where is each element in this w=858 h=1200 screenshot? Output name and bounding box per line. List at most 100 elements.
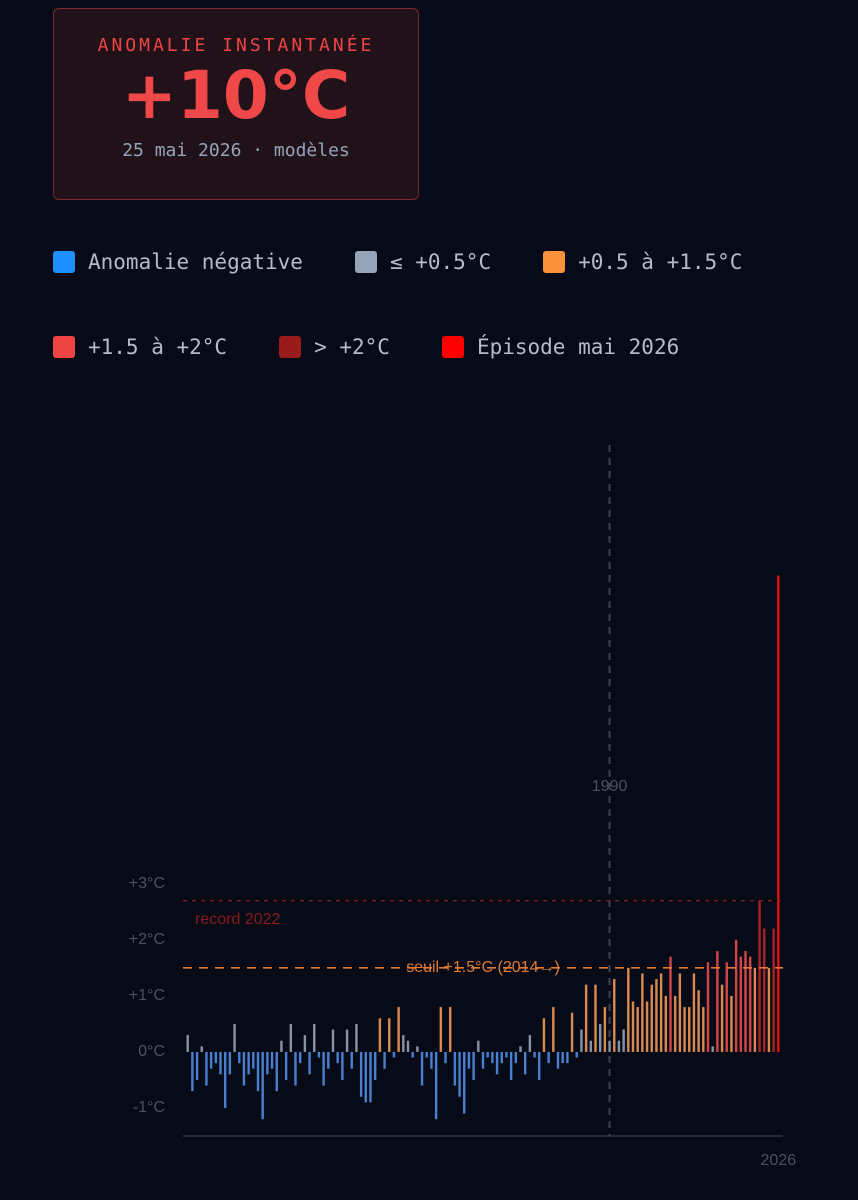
bar xyxy=(763,928,766,1052)
legend-item: +1.5 à +2°C xyxy=(53,325,227,369)
bar xyxy=(355,1023,358,1052)
y-tick-label: +2°C xyxy=(129,931,165,948)
legend-swatch xyxy=(543,251,566,273)
bar xyxy=(608,1040,611,1052)
x-tick-label: 2026 xyxy=(761,1152,797,1169)
legend-item: +0.5 à +1.5°C xyxy=(543,240,742,284)
bar xyxy=(294,1051,297,1086)
bar xyxy=(463,1051,466,1114)
bar xyxy=(284,1051,288,1080)
legend-label: Épisode mai 2026 xyxy=(476,335,680,359)
bar xyxy=(495,1051,499,1075)
bar xyxy=(233,1023,236,1052)
bar xyxy=(523,1051,527,1075)
bar xyxy=(519,1046,522,1052)
bar xyxy=(392,1051,396,1058)
bar xyxy=(481,1051,485,1069)
bar xyxy=(200,1046,203,1052)
bar xyxy=(509,1051,513,1080)
bar xyxy=(772,928,775,1052)
bar xyxy=(734,939,738,1052)
bar xyxy=(730,995,733,1052)
x-tick-label: 1990 xyxy=(592,778,628,795)
bar xyxy=(303,1035,307,1052)
bar xyxy=(556,1051,560,1069)
bar xyxy=(186,1035,189,1052)
bar xyxy=(369,1051,372,1103)
bar xyxy=(777,575,780,1052)
bar xyxy=(514,1051,518,1064)
bar xyxy=(430,1051,433,1069)
bar xyxy=(580,1029,583,1052)
bar xyxy=(589,1040,593,1052)
bar xyxy=(659,973,663,1052)
bar xyxy=(345,1029,349,1052)
bar xyxy=(373,1051,377,1080)
legend-item: > +2°C xyxy=(279,325,390,369)
bar xyxy=(584,984,588,1052)
bar xyxy=(711,1046,714,1052)
bar xyxy=(350,1051,353,1069)
bar xyxy=(720,984,724,1052)
bar xyxy=(228,1051,232,1075)
bar xyxy=(542,1018,546,1052)
bar xyxy=(425,1051,428,1058)
legend-item: Épisode mai 2026 xyxy=(441,325,680,369)
bar xyxy=(397,1007,400,1052)
bar xyxy=(247,1051,250,1075)
bar xyxy=(420,1051,424,1086)
bar xyxy=(575,1051,578,1058)
bar xyxy=(650,984,653,1052)
bar xyxy=(702,1007,705,1052)
bar xyxy=(631,1001,635,1052)
legend-label: Anomalie négative xyxy=(88,250,303,274)
bar xyxy=(641,973,644,1052)
bar xyxy=(458,1051,461,1097)
legend-swatch xyxy=(53,336,75,358)
bar xyxy=(477,1040,480,1052)
y-tick-label: +3°C xyxy=(129,875,165,892)
legend-label: +1.5 à +2°C xyxy=(88,335,228,359)
bar xyxy=(219,1051,222,1075)
bar xyxy=(500,1051,503,1064)
bar xyxy=(716,951,719,1052)
bar xyxy=(645,1001,649,1052)
bar xyxy=(655,979,658,1052)
bar xyxy=(416,1046,419,1052)
bar xyxy=(308,1051,311,1075)
legend: Anomalie négative ≤ +0.5°C +0.5 à +1.5°C +1… xyxy=(53,240,813,369)
bar xyxy=(280,1040,283,1052)
bar xyxy=(313,1023,316,1052)
bar xyxy=(617,1040,621,1052)
bar xyxy=(561,1051,564,1064)
bar xyxy=(678,973,682,1052)
legend-swatch xyxy=(354,251,377,273)
bar xyxy=(266,1051,269,1075)
bar xyxy=(627,967,630,1052)
bar xyxy=(270,1051,274,1069)
reference-label: record 2022 xyxy=(195,911,280,928)
bar xyxy=(275,1051,278,1092)
bar xyxy=(753,967,757,1052)
bar xyxy=(528,1035,532,1052)
bar xyxy=(622,1029,625,1052)
bar xyxy=(434,1051,438,1120)
bar xyxy=(673,995,677,1052)
bar xyxy=(214,1051,218,1064)
card-title: ANOMALIE INSTANTANÉE xyxy=(97,35,375,56)
bar xyxy=(289,1023,293,1052)
bar xyxy=(359,1051,363,1097)
bar xyxy=(739,956,743,1052)
bar xyxy=(383,1051,386,1069)
legend-item: ≤ +0.5°C xyxy=(354,240,491,284)
reference-label: seuil +1.5°C (2014→) xyxy=(406,959,560,976)
bar xyxy=(205,1051,208,1086)
bar xyxy=(467,1051,471,1069)
bar xyxy=(664,995,668,1052)
bar xyxy=(327,1051,330,1069)
bar xyxy=(598,1023,602,1052)
bar xyxy=(566,1051,569,1064)
bar xyxy=(364,1051,368,1103)
bar xyxy=(453,1051,457,1086)
